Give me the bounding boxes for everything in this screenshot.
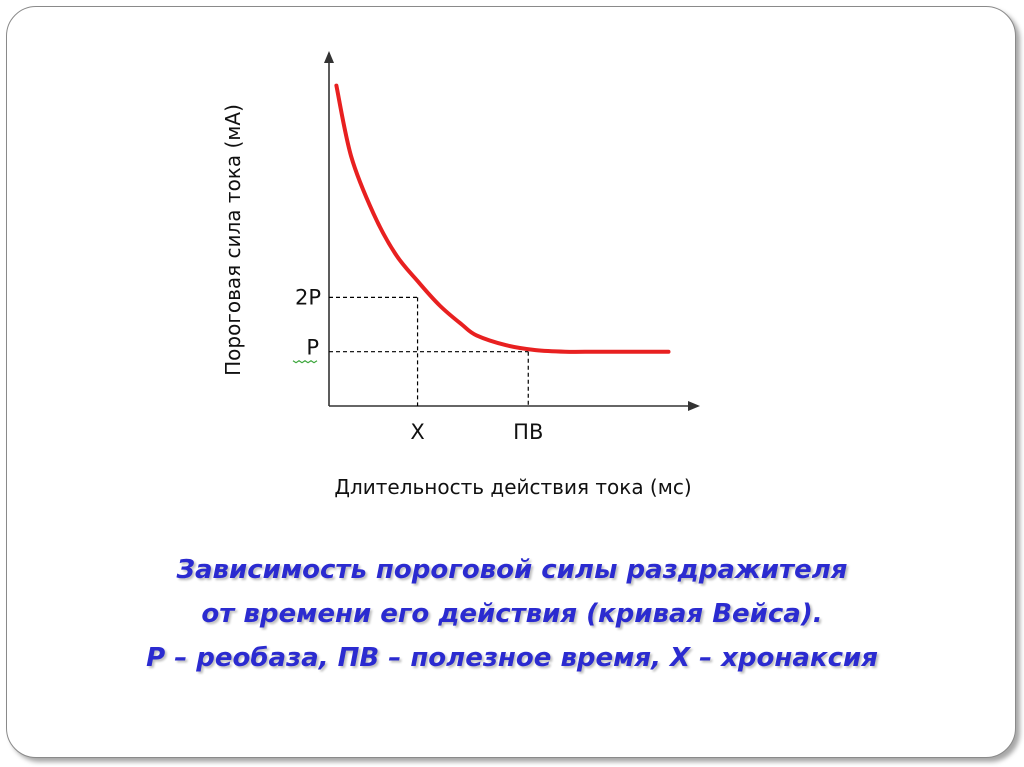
caption-line-2: от времени его действия (кривая Вейса). bbox=[201, 599, 823, 629]
x-tick-label-x: Х bbox=[410, 420, 424, 444]
caption-line-3: Р – реобаза, ПВ – полезное время, Х – хр… bbox=[146, 643, 878, 673]
spellcheck-underline bbox=[292, 359, 318, 364]
y-tick-label-2p: 2Р bbox=[295, 285, 321, 309]
slide-frame bbox=[6, 6, 1016, 758]
figure-caption: Зависимость пороговой силы раздражителя … bbox=[0, 548, 1024, 680]
y-axis-title: Пороговая сила тока (мА) bbox=[221, 104, 245, 376]
y-tick-label-p: Р bbox=[306, 336, 319, 360]
strength-duration-curve bbox=[334, 83, 671, 354]
x-tick-label-pv: ПВ bbox=[513, 420, 543, 444]
x-axis-title: Длительность действия тока (мс) bbox=[334, 475, 691, 499]
caption-line-1: Зависимость пороговой силы раздражителя bbox=[176, 555, 848, 585]
